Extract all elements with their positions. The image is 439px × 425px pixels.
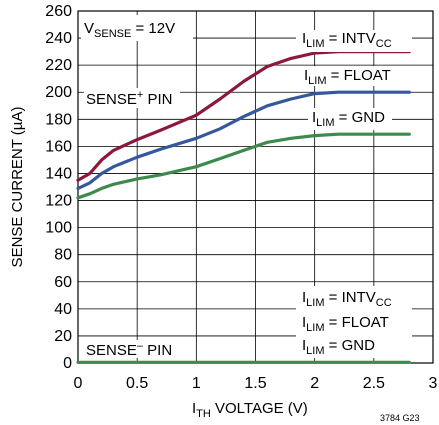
x-tick-label: 1 xyxy=(192,375,201,392)
sense-minus-label: SENSE– PIN xyxy=(86,340,172,359)
series-label-3: ILIM = GND xyxy=(312,109,385,129)
sense-minus-series-label-3: ILIM = GND xyxy=(302,337,375,357)
x-axis-label: ITH VOLTAGE (V) xyxy=(192,400,308,420)
x-tick-label: 3 xyxy=(429,375,438,392)
x-tick-label: 1.5 xyxy=(244,375,266,392)
sense-plus-box xyxy=(84,88,180,108)
sense-minus-box xyxy=(84,340,184,358)
series-label-2: ILIM = FLOAT xyxy=(304,67,391,87)
minus-label-box xyxy=(296,286,412,358)
y-tick-label: 180 xyxy=(45,111,72,128)
x-tick-label: 2.5 xyxy=(363,375,385,392)
figure-note: 3784 G23 xyxy=(380,413,420,423)
y-tick-label: 20 xyxy=(54,328,72,345)
series-label-box xyxy=(296,30,412,52)
annotations: VSENSE = 12V SENSE+ PIN ILIM = INTVCC ILIM … xyxy=(81,15,412,359)
y-tick-label: 0 xyxy=(63,355,72,372)
y-tick-label: 100 xyxy=(45,220,72,237)
series-line-1 xyxy=(76,49,411,182)
y-tick-label: 160 xyxy=(45,138,72,155)
y-tick-label: 40 xyxy=(54,301,72,318)
series-lines xyxy=(76,49,411,364)
condition-box xyxy=(81,15,193,41)
x-tick-label: 0.5 xyxy=(126,375,148,392)
y-tick-label: 220 xyxy=(45,57,72,74)
y-tick-label: 140 xyxy=(45,165,72,182)
series-label-1: ILIM = INTVCC xyxy=(302,30,392,50)
y-axis-label: SENSE CURRENT (µA) xyxy=(9,107,26,268)
sense-plus-label: SENSE+ PIN xyxy=(86,89,172,108)
sense-minus-series-label-1: ILIM = INTVCC xyxy=(302,289,392,309)
x-tick-label: 0 xyxy=(74,375,83,392)
y-tick-label: 120 xyxy=(45,193,72,210)
y-tick-label: 260 xyxy=(45,3,72,20)
y-tick-label: 200 xyxy=(45,84,72,101)
series-line-3 xyxy=(76,132,411,200)
condition-label: VSENSE = 12V xyxy=(84,20,175,40)
series-label-box xyxy=(308,108,392,130)
y-tick-label: 80 xyxy=(54,247,72,264)
series-line-2 xyxy=(76,90,411,190)
axis-labels: ITH VOLTAGE (V) SENSE CURRENT (µA) xyxy=(9,107,308,420)
y-tick-label: 60 xyxy=(54,274,72,291)
series-label-box xyxy=(300,66,412,86)
tick-labels: 0 20 40 60 80 100 120 140 160 180 200 220 240 260 0 0.5… xyxy=(45,3,437,392)
sense-minus-series-label-2: ILIM = FLOAT xyxy=(302,314,389,334)
y-tick-label: 240 xyxy=(45,30,72,47)
x-tick-label: 2 xyxy=(310,375,319,392)
